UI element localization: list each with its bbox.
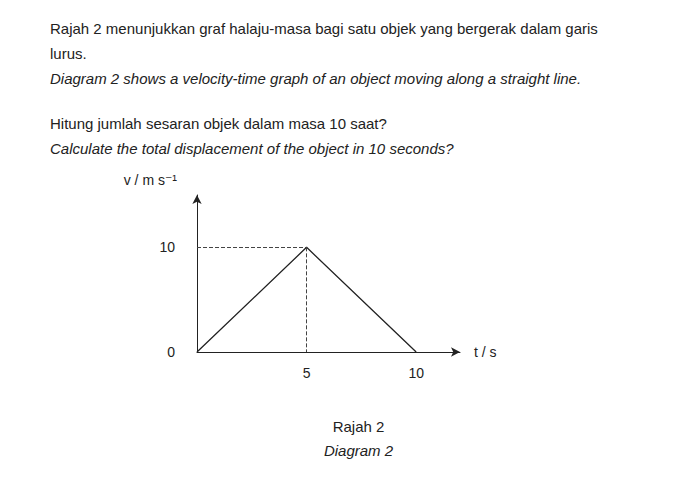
svg-text:10: 10 xyxy=(159,239,175,255)
svg-text:5: 5 xyxy=(303,365,311,381)
html-text:lurus.: lurus. xyxy=(50,45,87,62)
html-text:Hitung jumlah sesaran objek da: Hitung jumlah sesaran objek dalam masa 1… xyxy=(50,115,387,132)
svg-text:0: 0 xyxy=(167,344,175,360)
html-text:Rajah 2 menunjukkan graf halaj: Rajah 2 menunjukkan graf halaju-masa bag… xyxy=(50,20,598,37)
svg-text:t / s: t / s xyxy=(474,344,497,360)
html-text:Rajah 2: Rajah 2 xyxy=(332,418,385,435)
svg-text:10: 10 xyxy=(408,365,424,381)
html-text:Diagram 2: Diagram 2 xyxy=(323,442,394,459)
html-text:Calculate the total displaceme: Calculate the total displacement of the … xyxy=(50,140,454,157)
html-text:Diagram 2 shows a velocity-tim: Diagram 2 shows a velocity-time graph of… xyxy=(50,70,582,87)
svg-text:v / m s⁻¹: v / m s⁻¹ xyxy=(124,172,178,188)
